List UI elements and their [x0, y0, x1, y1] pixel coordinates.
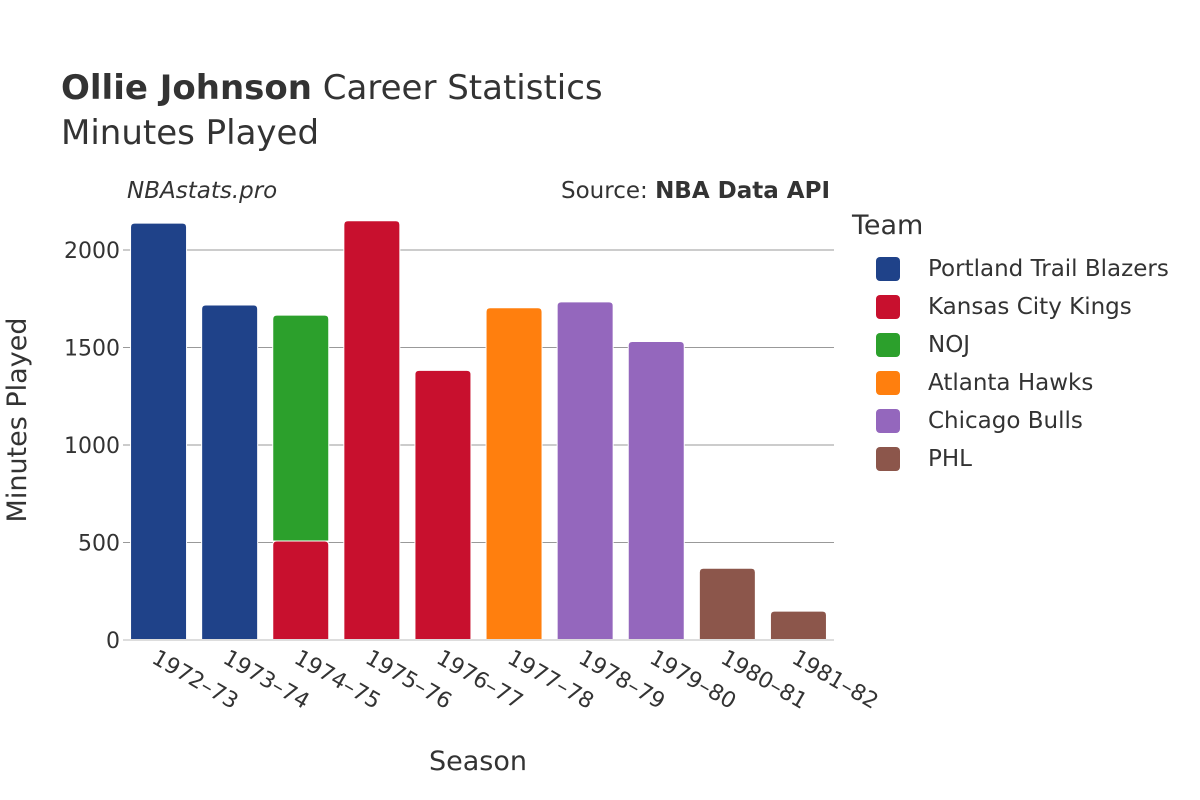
bar — [343, 220, 401, 641]
legend-item[interactable]: Kansas City Kings — [876, 288, 1169, 326]
bar — [769, 610, 827, 641]
bar — [272, 540, 330, 641]
chart-title: Ollie Johnson Career Statistics — [61, 68, 603, 108]
legend-item[interactable]: Atlanta Hawks — [876, 364, 1169, 402]
bar — [201, 304, 259, 641]
y-axis-title: Minutes Played — [2, 318, 33, 523]
y-tick-label: 1000 — [64, 434, 120, 459]
legend-swatch — [876, 333, 900, 357]
legend-swatch — [876, 409, 900, 433]
legend-title: Team — [852, 210, 924, 241]
bar — [698, 567, 756, 641]
bar — [485, 307, 543, 641]
legend-item[interactable]: NOJ — [876, 326, 1169, 364]
legend-swatch — [876, 371, 900, 395]
player-name: Ollie Johnson — [61, 68, 312, 108]
y-tick-label: 500 — [78, 532, 120, 557]
y-tick-label: 2000 — [64, 239, 120, 264]
bar — [627, 340, 685, 641]
y-tick-label: 0 — [106, 629, 120, 654]
legend-label: Kansas City Kings — [928, 294, 1132, 320]
legend: Portland Trail Blazers Kansas City Kings N… — [876, 250, 1169, 478]
legend-swatch — [876, 447, 900, 471]
bar — [272, 314, 330, 542]
legend-label: NOJ — [928, 332, 971, 358]
x-axis-title: Season — [429, 746, 527, 777]
source-credit: Source: NBA Data API — [561, 178, 830, 204]
site-credit: NBAstats.pro — [127, 178, 278, 204]
legend-item[interactable]: Portland Trail Blazers — [876, 250, 1169, 288]
source-prefix: Source: — [561, 178, 656, 204]
legend-label: PHL — [928, 446, 972, 472]
bar — [130, 222, 188, 641]
legend-label: Chicago Bulls — [928, 408, 1083, 434]
y-tick-label: 1500 — [64, 337, 120, 362]
legend-swatch — [876, 257, 900, 281]
legend-item[interactable]: Chicago Bulls — [876, 402, 1169, 440]
title-rest: Career Statistics — [322, 68, 603, 108]
source-name: NBA Data API — [655, 178, 830, 204]
legend-item[interactable]: PHL — [876, 440, 1169, 478]
bar — [556, 301, 614, 641]
legend-label: Portland Trail Blazers — [928, 256, 1169, 282]
legend-swatch — [876, 295, 900, 319]
legend-label: Atlanta Hawks — [928, 370, 1094, 396]
chart-subtitle: Minutes Played — [61, 113, 320, 153]
bar — [414, 369, 472, 641]
